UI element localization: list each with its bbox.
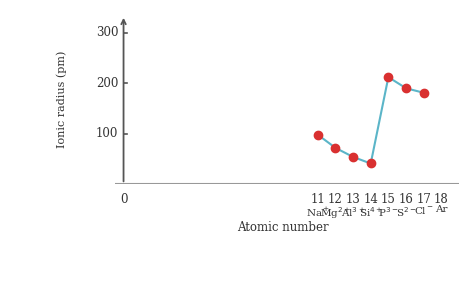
Point: [332, 146, 339, 150]
Text: 0: 0: [120, 193, 128, 206]
Text: 14: 14: [363, 193, 378, 206]
Text: 18: 18: [434, 193, 449, 206]
Text: 15: 15: [381, 193, 396, 206]
Text: 200: 200: [96, 77, 118, 90]
Text: Al$^{3+}$: Al$^{3+}$: [341, 206, 365, 219]
Point: [314, 132, 321, 137]
Text: P$^{3-}$: P$^{3-}$: [378, 206, 399, 219]
Text: Mg$^{2+}$: Mg$^{2+}$: [320, 206, 351, 221]
Point: [367, 161, 374, 166]
Text: 13: 13: [346, 193, 361, 206]
Text: Atomic number: Atomic number: [237, 221, 328, 233]
Text: Ar: Ar: [435, 206, 447, 214]
Text: 11: 11: [310, 193, 325, 206]
Point: [349, 154, 357, 159]
Text: 17: 17: [416, 193, 431, 206]
Point: [420, 90, 428, 95]
Text: Si$^{4+}$: Si$^{4+}$: [359, 206, 383, 219]
Text: 300: 300: [96, 26, 118, 39]
Point: [402, 86, 410, 91]
Text: 12: 12: [328, 193, 343, 206]
Text: 100: 100: [96, 127, 118, 140]
Text: 16: 16: [399, 193, 413, 206]
Text: S$^{2-}$: S$^{2-}$: [396, 206, 416, 219]
Text: Na$^+$: Na$^+$: [306, 206, 330, 219]
Text: Cl$^-$: Cl$^-$: [414, 206, 434, 217]
Point: [384, 75, 392, 80]
Text: Ionic radius (pm): Ionic radius (pm): [56, 51, 67, 148]
